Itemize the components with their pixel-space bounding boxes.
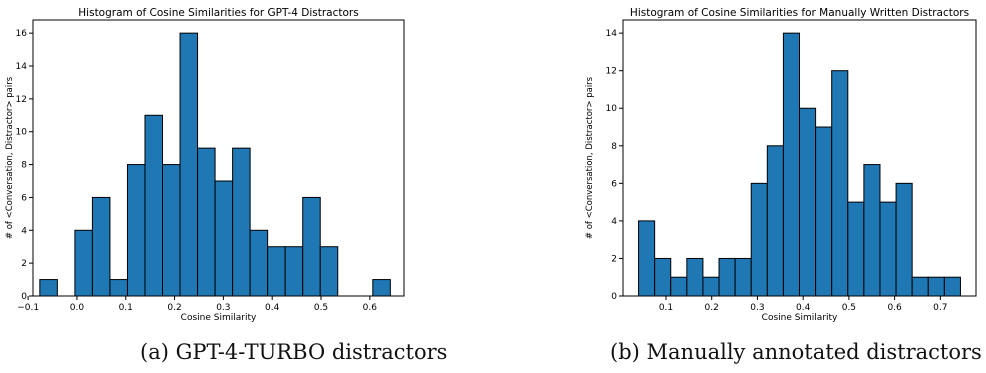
x-tick-label: 0.4 xyxy=(796,303,811,313)
histogram-bar xyxy=(162,164,181,297)
x-tick-label: 0.0 xyxy=(70,303,85,313)
caption-b-text: Manually annotated distractors xyxy=(646,340,982,364)
y-tick-label: 6 xyxy=(21,193,27,203)
x-tick-label: 0.3 xyxy=(216,303,230,313)
y-tick-label: 12 xyxy=(606,67,617,77)
x-tick-label: 0.2 xyxy=(167,303,181,313)
caption-a-suffix: distractors xyxy=(325,340,448,364)
caption-a-model: GPT-4-TURBO xyxy=(175,340,326,364)
histogram-bar xyxy=(911,276,929,297)
y-tick-label: 10 xyxy=(16,128,28,138)
histogram-bar xyxy=(927,276,945,297)
caption-b: (b) Manually annotated distractors xyxy=(610,340,982,364)
y-tick-label: 16 xyxy=(16,29,28,39)
histogram-bar xyxy=(232,147,251,297)
x-axis-label: Cosine Similarity xyxy=(762,313,838,323)
x-tick-label: 0.1 xyxy=(659,303,673,313)
y-tick-label: 0 xyxy=(21,292,27,302)
y-tick-label: 6 xyxy=(611,179,617,189)
y-axis-label: # of <Conversation, Distractor> pairs xyxy=(5,76,15,239)
histogram-bar xyxy=(284,246,304,297)
histogram-bar xyxy=(734,257,752,297)
plot-frame xyxy=(32,19,405,297)
y-tick-label: 2 xyxy=(611,254,617,264)
histogram-bar xyxy=(782,32,800,297)
histogram-bar xyxy=(267,246,286,297)
histogram-bar xyxy=(815,126,833,297)
x-tick-label: 0.5 xyxy=(842,303,856,313)
histogram-bar xyxy=(91,196,111,297)
x-axis-label: Cosine Similarity xyxy=(181,313,257,323)
histogram-bar xyxy=(74,229,93,297)
y-tick-label: 4 xyxy=(21,226,27,236)
histogram-bar xyxy=(831,70,849,297)
y-tick-label: 14 xyxy=(606,29,618,39)
histogram-bar xyxy=(670,276,688,297)
histogram-bar xyxy=(126,164,146,297)
chart-title: Histogram of Cosine Similarities for Man… xyxy=(630,7,969,19)
y-tick-label: 8 xyxy=(21,161,27,171)
x-tick-label: 0.6 xyxy=(887,303,902,313)
histogram-bar xyxy=(372,279,391,297)
histogram-bar xyxy=(686,257,704,297)
histogram-bar xyxy=(799,107,817,297)
histogram-bar xyxy=(144,114,164,297)
histogram-bar xyxy=(302,196,321,297)
histogram-bar xyxy=(179,32,199,297)
y-tick-label: 8 xyxy=(611,142,617,152)
caption-b-prefix: (b) xyxy=(610,340,647,364)
histogram-bar xyxy=(718,257,736,297)
histogram-bar xyxy=(109,279,128,297)
y-tick-label: 10 xyxy=(606,104,618,114)
x-tick-label: −0.1 xyxy=(17,303,39,313)
histogram-bar xyxy=(249,229,269,297)
x-tick-label: 0.2 xyxy=(705,303,719,313)
x-tick-label: 0.3 xyxy=(750,303,764,313)
y-axis-label: # of <Conversation, Distractor> pairs xyxy=(585,76,595,239)
histogram-bar xyxy=(654,257,672,297)
chart-title: Histogram of Cosine Similarities for GPT… xyxy=(78,7,358,19)
chart-manual-histogram: 0.1 0.2 0.3 0.4 0.5 0.6 0.7 0 2 4 6 8 10 12 14 Histogra… xyxy=(585,7,977,323)
histogram-bar xyxy=(895,182,913,297)
plot-frame xyxy=(622,19,977,297)
chart-gpt4-histogram: −0.1 0.0 0.1 0.2 0.3 0.4 0.5 0.6 0 2 4 6 8 10 12 14 16 Hi… xyxy=(5,7,405,323)
y-tick-label: 4 xyxy=(611,217,617,227)
caption-a: (a) GPT-4-TURBO distractors xyxy=(140,340,447,364)
histogram-bar xyxy=(750,182,768,297)
histogram-bar xyxy=(943,276,961,297)
y-tick-label: 0 xyxy=(611,292,617,302)
y-tick-label: 14 xyxy=(16,62,28,72)
x-tick-label: 0.5 xyxy=(314,303,328,313)
histogram-bar xyxy=(879,201,897,297)
x-tick-label: 0.7 xyxy=(933,303,947,313)
histogram-bar xyxy=(319,246,339,297)
histogram-bar xyxy=(638,220,656,297)
y-tick-label: 2 xyxy=(21,259,27,269)
histogram-bar xyxy=(766,145,784,297)
histogram-bar xyxy=(39,279,58,297)
histogram-bar xyxy=(214,180,234,297)
x-tick-label: 0.1 xyxy=(119,303,133,313)
histogram-bar xyxy=(863,164,881,297)
x-tick-label: 0.4 xyxy=(265,303,280,313)
caption-a-prefix: (a) xyxy=(140,340,176,364)
histogram-bar xyxy=(847,201,865,297)
y-tick-label: 12 xyxy=(16,95,27,105)
histogram-bar xyxy=(197,147,216,297)
x-tick-label: 0.6 xyxy=(363,303,378,313)
histogram-bar xyxy=(702,276,720,297)
